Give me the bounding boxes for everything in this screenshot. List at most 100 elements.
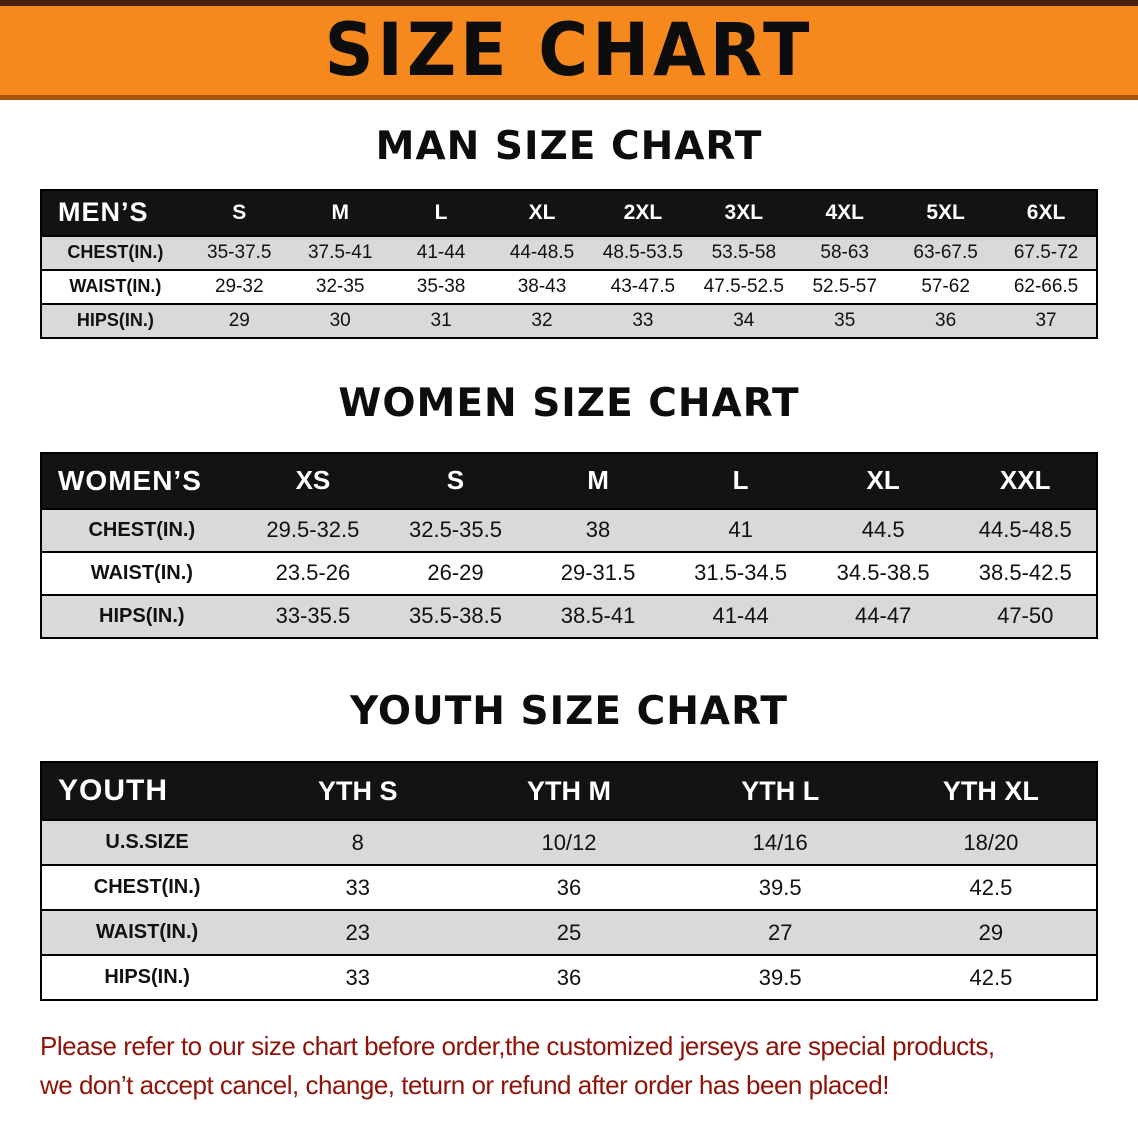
men-section: MAN SIZE CHART MEN’S S M L XL 2XL 3XL 4XL 5XL 6XL…: [0, 124, 1138, 339]
table-header-row: WOMEN’S XS S M L XL XXL: [41, 452, 1097, 509]
column-header: L: [669, 452, 812, 509]
value-cell: 30: [289, 302, 391, 338]
value-cell: 26-29: [384, 550, 527, 595]
value-cell: 36: [463, 864, 675, 911]
value-cell: 53.5-58: [693, 234, 795, 270]
note-line-2: we don’t accept cancel, change, teturn o…: [40, 1070, 889, 1101]
value-cell: 58-63: [794, 234, 896, 270]
value-cell: 35.5-38.5: [384, 593, 527, 638]
row-label: CHEST(IN.): [41, 234, 189, 270]
value-cell: 35: [794, 302, 896, 338]
column-header: YTH M: [463, 762, 675, 821]
size-table: WOMEN’S XS S M L XL XXL CHEST(IN.) 29.5-32.5 32.5…: [40, 451, 1098, 639]
table-row: HIPS(IN.) 33-35.5 35.5-38.5 38.5-41 41-44 44-…: [41, 593, 1097, 638]
table-header-row: MEN’S S M L XL 2XL 3XL 4XL 5XL 6XL: [41, 189, 1097, 236]
value-cell: 44-47: [811, 593, 955, 638]
value-cell: 14/16: [674, 819, 886, 866]
size-table: YOUTH YTH S YTH M YTH L YTH XL U.S.SIZE 8 10/12…: [40, 761, 1098, 1002]
value-cell: 34.5-38.5: [811, 550, 955, 595]
value-cell: 29-32: [188, 268, 290, 304]
value-cell: 23.5-26: [241, 550, 385, 595]
row-label: CHEST(IN.): [41, 507, 242, 552]
value-cell: 44.5-48.5: [954, 507, 1097, 552]
table-row: WAIST(IN.) 29-32 32-35 35-38 38-43 43-47.5 47.…: [41, 268, 1097, 304]
column-header: XS: [241, 452, 385, 509]
value-cell: 39.5: [674, 864, 886, 911]
youth-section: YOUTH SIZE CHART YOUTH YTH S YTH M YTH L YTH…: [0, 689, 1138, 1002]
value-cell: 35-38: [390, 268, 492, 304]
men-section-heading: MAN SIZE CHART: [375, 124, 763, 169]
value-cell: 38.5-42.5: [954, 550, 1097, 595]
table-row: CHEST(IN.) 35-37.5 37.5-41 41-44 44-48.5 48.5…: [41, 234, 1097, 270]
row-label: HIPS(IN.): [41, 593, 242, 638]
women-size-table: WOMEN’S XS S M L XL XXL CHEST(IN.) 29.5-32.5 32.5…: [40, 451, 1098, 639]
column-header: XL: [491, 189, 593, 236]
value-cell: 37: [996, 302, 1097, 338]
value-cell: 52.5-57: [794, 268, 896, 304]
table-row: WAIST(IN.) 23 25 27 29: [41, 909, 1097, 956]
table-row: HIPS(IN.) 29 30 31 32 33 34 35 36 37: [41, 302, 1097, 338]
row-label: HIPS(IN.): [41, 302, 189, 338]
banner: SIZE CHART: [0, 0, 1138, 100]
column-header: M: [526, 452, 670, 509]
column-header: XXL: [954, 452, 1097, 509]
value-cell: 38: [526, 507, 670, 552]
value-cell: 29: [885, 909, 1097, 956]
value-cell: 42.5: [885, 954, 1097, 1001]
table-row: CHEST(IN.) 29.5-32.5 32.5-35.5 38 41 44.5 44.5…: [41, 507, 1097, 552]
value-cell: 31.5-34.5: [669, 550, 812, 595]
value-cell: 10/12: [463, 819, 675, 866]
value-cell: 39.5: [674, 954, 886, 1001]
row-label: WAIST(IN.): [41, 550, 242, 595]
value-cell: 44.5: [811, 507, 955, 552]
value-cell: 47-50: [954, 593, 1097, 638]
value-cell: 33: [592, 302, 694, 338]
value-cell: 34: [693, 302, 795, 338]
value-cell: 32: [491, 302, 593, 338]
value-cell: 57-62: [895, 268, 997, 304]
value-cell: 44-48.5: [491, 234, 593, 270]
value-cell: 33: [252, 954, 464, 1001]
value-cell: 41: [669, 507, 812, 552]
value-cell: 29: [188, 302, 290, 338]
column-header: 6XL: [996, 189, 1097, 236]
row-label: WAIST(IN.): [41, 268, 189, 304]
column-header: M: [289, 189, 391, 236]
table-title-cell: WOMEN’S: [41, 452, 242, 509]
value-cell: 62-66.5: [996, 268, 1097, 304]
youth-section-heading: YOUTH SIZE CHART: [350, 688, 788, 734]
column-header: YTH XL: [885, 762, 1097, 821]
value-cell: 48.5-53.5: [592, 234, 694, 270]
row-label: U.S.SIZE: [41, 819, 253, 866]
table-row: HIPS(IN.) 33 36 39.5 42.5: [41, 954, 1097, 1001]
column-header: S: [384, 452, 527, 509]
column-header: 3XL: [693, 189, 795, 236]
value-cell: 32-35: [289, 268, 391, 304]
value-cell: 33: [252, 864, 464, 911]
value-cell: 38-43: [491, 268, 593, 304]
table-row: U.S.SIZE 8 10/12 14/16 18/20: [41, 819, 1097, 866]
value-cell: 31: [390, 302, 492, 338]
youth-size-table: YOUTH YTH S YTH M YTH L YTH XL U.S.SIZE 8 10/12…: [40, 761, 1098, 1002]
value-cell: 18/20: [885, 819, 1097, 866]
men-size-table: MEN’S S M L XL 2XL 3XL 4XL 5XL 6XL CHEST(IN.) 35-37…: [40, 188, 1098, 339]
table-row: CHEST(IN.) 33 36 39.5 42.5: [41, 864, 1097, 911]
value-cell: 33-35.5: [241, 593, 385, 638]
column-header: L: [390, 189, 492, 236]
value-cell: 47.5-52.5: [693, 268, 795, 304]
table-title-cell: YOUTH: [41, 762, 253, 821]
row-label: CHEST(IN.): [41, 864, 253, 911]
table-row: WAIST(IN.) 23.5-26 26-29 29-31.5 31.5-34.5 34…: [41, 550, 1097, 595]
value-cell: 42.5: [885, 864, 1097, 911]
row-label: WAIST(IN.): [41, 909, 253, 956]
value-cell: 23: [252, 909, 464, 956]
value-cell: 8: [252, 819, 464, 866]
note-line-1: Please refer to our size chart before or…: [40, 1031, 995, 1062]
table-header-row: YOUTH YTH S YTH M YTH L YTH XL: [41, 762, 1097, 821]
value-cell: 36: [463, 954, 675, 1001]
row-label: HIPS(IN.): [41, 954, 253, 1001]
column-header: 2XL: [592, 189, 694, 236]
value-cell: 36: [895, 302, 997, 338]
value-cell: 37.5-41: [289, 234, 391, 270]
